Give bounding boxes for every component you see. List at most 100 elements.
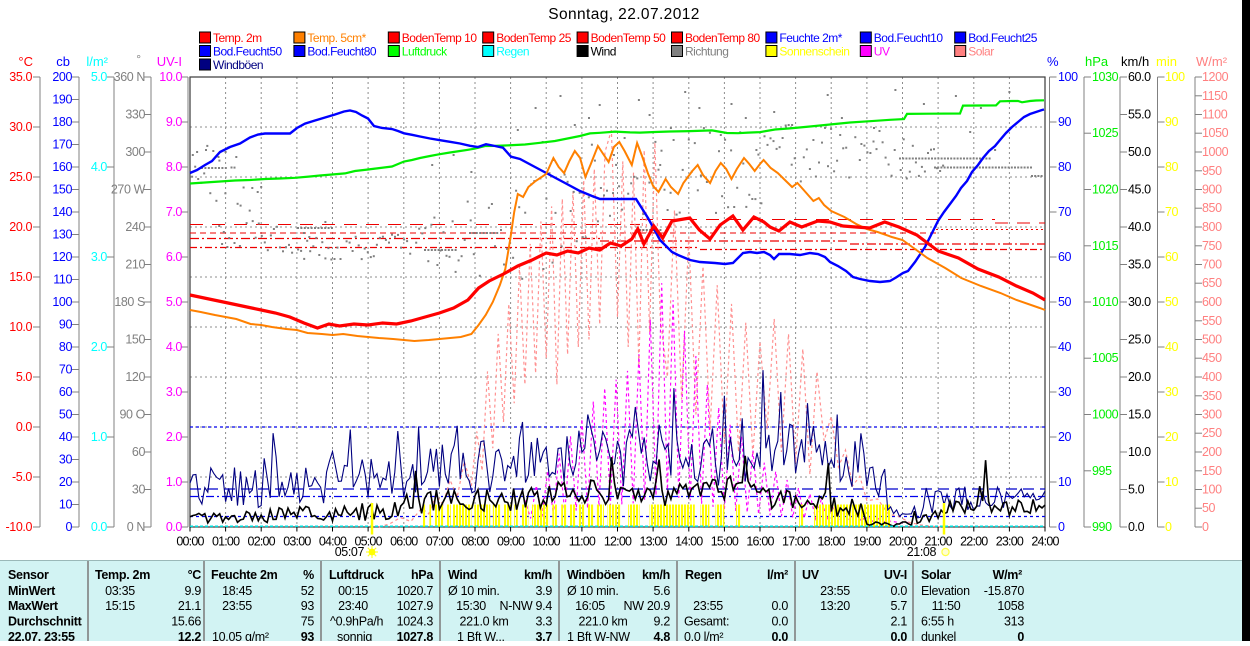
svg-text:MaxWert: MaxWert — [8, 599, 59, 613]
svg-text:0: 0 — [1017, 630, 1024, 641]
svg-text:221.0 km: 221.0 km — [459, 615, 508, 629]
svg-text:0.0: 0.0 — [891, 630, 908, 641]
svg-text:900: 900 — [1202, 183, 1222, 197]
svg-text:1024.3: 1024.3 — [397, 615, 434, 629]
svg-text:100: 100 — [1165, 70, 1185, 84]
svg-text:°C: °C — [188, 568, 202, 582]
svg-text:2.0: 2.0 — [91, 340, 108, 354]
svg-text:05:00: 05:00 — [354, 535, 382, 549]
svg-text:500: 500 — [1202, 333, 1222, 347]
svg-text:hPa: hPa — [1085, 54, 1109, 69]
svg-text:30: 30 — [132, 483, 146, 497]
svg-text:1015: 1015 — [1092, 239, 1119, 253]
svg-text:550: 550 — [1202, 314, 1222, 328]
svg-text:Luftdruck: Luftdruck — [402, 45, 448, 59]
svg-text:NW 20.9: NW 20.9 — [623, 599, 670, 613]
svg-text:1200: 1200 — [1202, 70, 1229, 84]
svg-text:180: 180 — [52, 115, 72, 129]
svg-text:25.0: 25.0 — [9, 170, 32, 184]
svg-text:100: 100 — [1058, 70, 1078, 84]
svg-text:BodenTemp 10: BodenTemp 10 — [402, 31, 478, 45]
svg-text:30: 30 — [1165, 385, 1179, 399]
svg-text:1027.9: 1027.9 — [397, 599, 434, 613]
svg-text:km/h: km/h — [1121, 54, 1149, 69]
svg-text:30: 30 — [1058, 385, 1072, 399]
svg-text:Bod.Feucht80: Bod.Feucht80 — [307, 45, 377, 59]
svg-text:75: 75 — [301, 615, 315, 629]
svg-text:20.0: 20.0 — [1128, 370, 1151, 384]
svg-text:16:00: 16:00 — [746, 535, 774, 549]
svg-text:23:55: 23:55 — [820, 584, 850, 598]
svg-text:12.2: 12.2 — [178, 630, 201, 641]
svg-text:100: 100 — [52, 295, 72, 309]
svg-text:06:00: 06:00 — [390, 535, 418, 549]
svg-text:1005: 1005 — [1092, 351, 1119, 365]
svg-text:Solar: Solar — [921, 568, 951, 582]
svg-text:km/h: km/h — [642, 568, 670, 582]
svg-text:23:00: 23:00 — [996, 535, 1024, 549]
svg-text:Temp. 5cm*: Temp. 5cm* — [307, 31, 366, 45]
svg-text:93: 93 — [301, 599, 315, 613]
svg-text:50: 50 — [1165, 295, 1179, 309]
svg-text:07:00: 07:00 — [426, 535, 454, 549]
svg-text:10.05 g/m²: 10.05 g/m² — [212, 630, 269, 641]
svg-text:22.07. 23:55: 22.07. 23:55 — [8, 630, 75, 641]
svg-text:18:45: 18:45 — [222, 584, 252, 598]
svg-text:Bod.Feucht50: Bod.Feucht50 — [213, 45, 283, 59]
svg-text:0.0: 0.0 — [891, 584, 908, 598]
svg-text:3.0: 3.0 — [91, 250, 108, 264]
svg-text:800: 800 — [1202, 220, 1222, 234]
svg-text:22:00: 22:00 — [960, 535, 988, 549]
svg-text:Windböen: Windböen — [213, 58, 263, 72]
svg-text:210: 210 — [125, 258, 145, 272]
svg-text:0.0: 0.0 — [772, 630, 789, 641]
svg-text:5.6: 5.6 — [654, 584, 671, 598]
svg-text:%: % — [1047, 54, 1059, 69]
svg-text:80: 80 — [1058, 160, 1072, 174]
svg-text:1058: 1058 — [997, 599, 1024, 613]
svg-text:60: 60 — [1058, 250, 1072, 264]
svg-text:21:08: 21:08 — [907, 545, 937, 559]
svg-text:93: 93 — [301, 630, 315, 641]
svg-text:^0.9hPa/h: ^0.9hPa/h — [330, 615, 384, 629]
svg-text:0: 0 — [1058, 520, 1065, 534]
svg-text:180 S: 180 S — [114, 295, 145, 309]
svg-text:Temp. 2m: Temp. 2m — [213, 31, 262, 45]
svg-text:150: 150 — [125, 333, 145, 347]
svg-text:70: 70 — [59, 363, 73, 377]
svg-text:60: 60 — [1165, 250, 1179, 264]
svg-text:°C: °C — [18, 54, 33, 69]
svg-text:9.9: 9.9 — [185, 584, 202, 598]
svg-text:350: 350 — [1202, 389, 1222, 403]
svg-text:160: 160 — [52, 160, 72, 174]
svg-text:UV-I: UV-I — [157, 54, 182, 69]
svg-text:1000: 1000 — [1202, 145, 1229, 159]
svg-text:Solar: Solar — [968, 45, 994, 59]
svg-text:sonnig: sonnig — [337, 630, 372, 641]
svg-text:Feuchte 2m*: Feuchte 2m* — [779, 31, 842, 45]
svg-text:1025: 1025 — [1092, 126, 1119, 140]
svg-text:°: ° — [136, 52, 141, 66]
svg-text:330: 330 — [125, 108, 145, 122]
svg-text:50: 50 — [1058, 295, 1072, 309]
svg-text:Wind: Wind — [448, 568, 477, 582]
svg-text:850: 850 — [1202, 201, 1222, 215]
svg-text:Richtung: Richtung — [685, 45, 728, 59]
svg-text:21.1: 21.1 — [178, 599, 201, 613]
svg-text:110: 110 — [53, 273, 72, 287]
svg-text:10.0: 10.0 — [1128, 445, 1151, 459]
svg-text:35.0: 35.0 — [1128, 258, 1151, 272]
svg-text:9.2: 9.2 — [654, 615, 671, 629]
svg-text:0.0: 0.0 — [16, 420, 33, 434]
svg-text:0.0: 0.0 — [91, 520, 108, 534]
svg-text:360 N: 360 N — [114, 70, 146, 84]
svg-text:0 N: 0 N — [127, 520, 146, 534]
svg-text:0: 0 — [65, 520, 72, 534]
svg-text:Bod.Feucht25: Bod.Feucht25 — [968, 31, 1038, 45]
svg-text:40: 40 — [1058, 340, 1072, 354]
svg-text:50.0: 50.0 — [1128, 145, 1151, 159]
svg-text:Sensor: Sensor — [8, 568, 49, 582]
svg-text:221.0 km: 221.0 km — [578, 615, 627, 629]
svg-text:70: 70 — [1058, 205, 1072, 219]
svg-text:Feuchte 2m: Feuchte 2m — [211, 568, 278, 582]
